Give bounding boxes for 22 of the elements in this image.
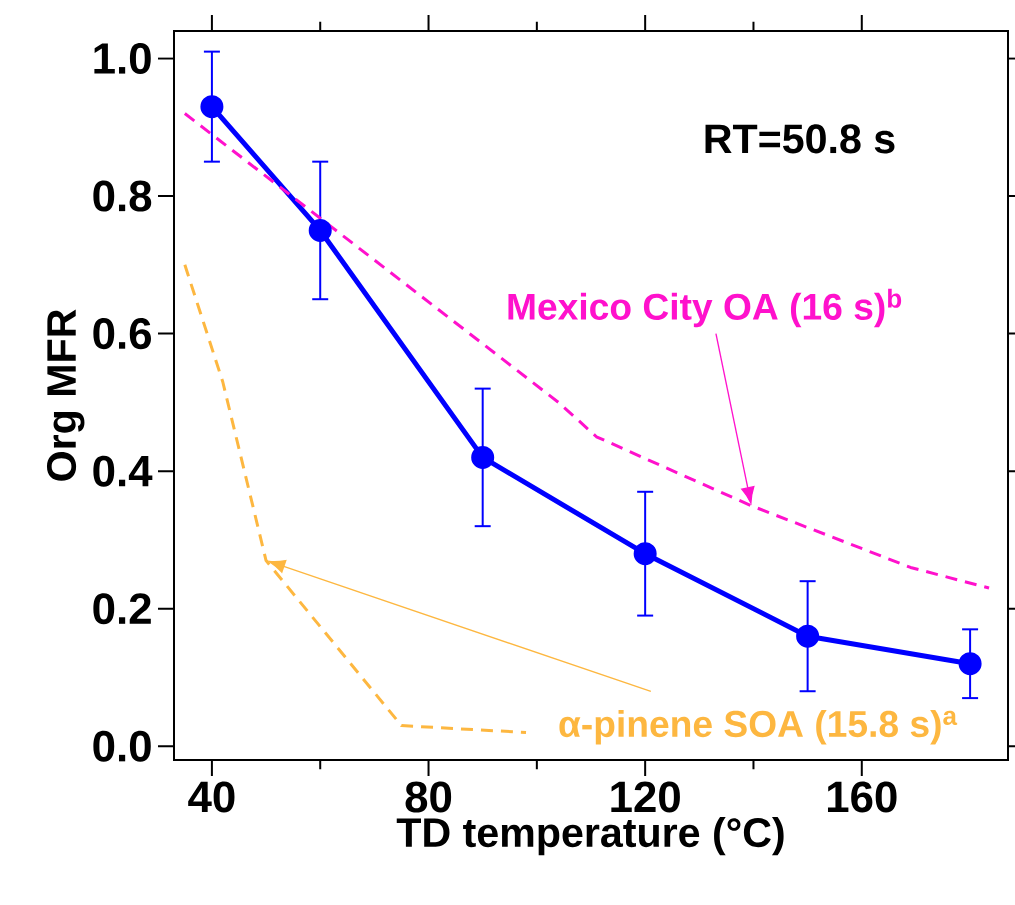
series-label: Mexico City OA (16 s)$^{b}$ <box>508 288 902 328</box>
x-tick-label: 80 <box>405 781 452 813</box>
annotation: RT=50.8 s <box>705 124 895 154</box>
y-tick-label: 0.2 <box>93 593 151 625</box>
point <box>958 652 982 676</box>
y-axis-title: Org MFR <box>46 309 85 481</box>
line-series <box>183 112 991 590</box>
x-tick-label: 120 <box>611 781 680 813</box>
y-tick-label: 0.6 <box>93 318 151 350</box>
point <box>471 445 495 469</box>
y-tick-label: 1.0 <box>94 42 151 75</box>
y-tick-label: 0.0 <box>93 730 151 762</box>
y-tick-label: 0.8 <box>93 180 152 212</box>
point <box>633 542 657 566</box>
x-tick-label: 40 <box>188 781 235 813</box>
point <box>308 218 332 242</box>
x-tick-label: 160 <box>827 781 897 813</box>
point <box>200 95 224 119</box>
y-tick-label: 0.4 <box>93 455 153 487</box>
point <box>796 624 820 648</box>
x-axis-title: TD temperature (°C) <box>396 816 784 856</box>
series-label: α-pinene SOA (15.8 s)$^{a}$ <box>559 709 958 745</box>
